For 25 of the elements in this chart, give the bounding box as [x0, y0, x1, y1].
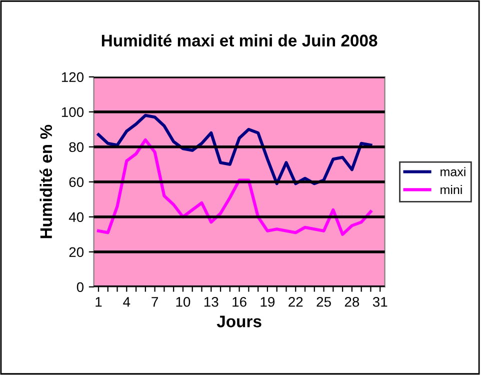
x-tick-label: 25: [316, 296, 331, 307]
x-tick-label: 22: [288, 296, 303, 307]
x-tick-label: 7: [152, 297, 158, 307]
y-tick-label: 40: [68, 212, 84, 222]
line-series: [96, 114, 372, 186]
chart-title: Humidité maxi et mini de Juin 2008: [102, 34, 378, 46]
x-axis-title: Jours: [216, 316, 262, 328]
x-tick-label: 10: [176, 296, 190, 307]
y-tick-label: 120: [62, 72, 84, 82]
legend-label: mini: [440, 185, 462, 194]
x-tick-label: 19: [260, 296, 275, 307]
line-series: [96, 138, 372, 236]
y-axis-title: Humidité en %: [40, 124, 52, 238]
y-tick-label: 20: [69, 247, 84, 258]
x-tick-label: 16: [232, 296, 246, 307]
x-tick-label: 31: [372, 296, 388, 307]
y-tick-label: 0: [76, 282, 84, 292]
legend-label: maxi: [440, 167, 466, 176]
x-tick-label: 1: [96, 297, 102, 307]
y-tick-label: 60: [69, 177, 84, 188]
x-tick-label: 13: [204, 296, 218, 307]
x-tick-label: 4: [123, 297, 130, 307]
y-tick-label: 100: [62, 107, 84, 118]
y-tick-label: 80: [69, 142, 84, 152]
x-tick-label: 28: [344, 296, 360, 307]
